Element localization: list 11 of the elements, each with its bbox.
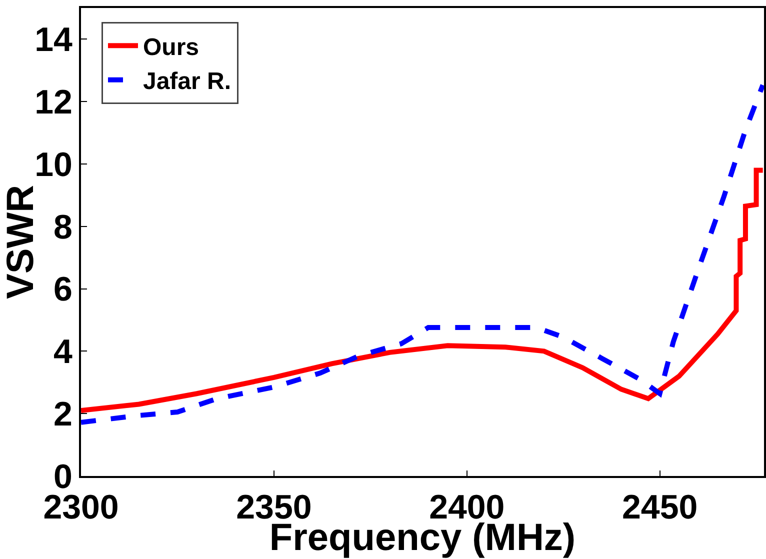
legend-label: Ours bbox=[142, 34, 200, 61]
y-axis-title: VSWR bbox=[0, 185, 42, 299]
legend-label: Jafar R. bbox=[142, 68, 232, 96]
x-tick-label: 2450 bbox=[622, 488, 698, 527]
y-tick-label: 8 bbox=[54, 208, 72, 246]
y-tick-label: 2 bbox=[54, 396, 72, 434]
y-tick-label: 4 bbox=[54, 333, 73, 372]
y-tick-label: 10 bbox=[34, 146, 72, 184]
y-tick-label: 12 bbox=[34, 84, 72, 122]
y-tick-label: 14 bbox=[34, 21, 73, 60]
y-tick-label: 6 bbox=[54, 270, 72, 309]
